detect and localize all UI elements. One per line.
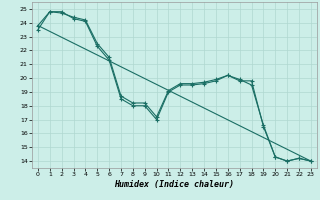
- X-axis label: Humidex (Indice chaleur): Humidex (Indice chaleur): [115, 180, 234, 189]
